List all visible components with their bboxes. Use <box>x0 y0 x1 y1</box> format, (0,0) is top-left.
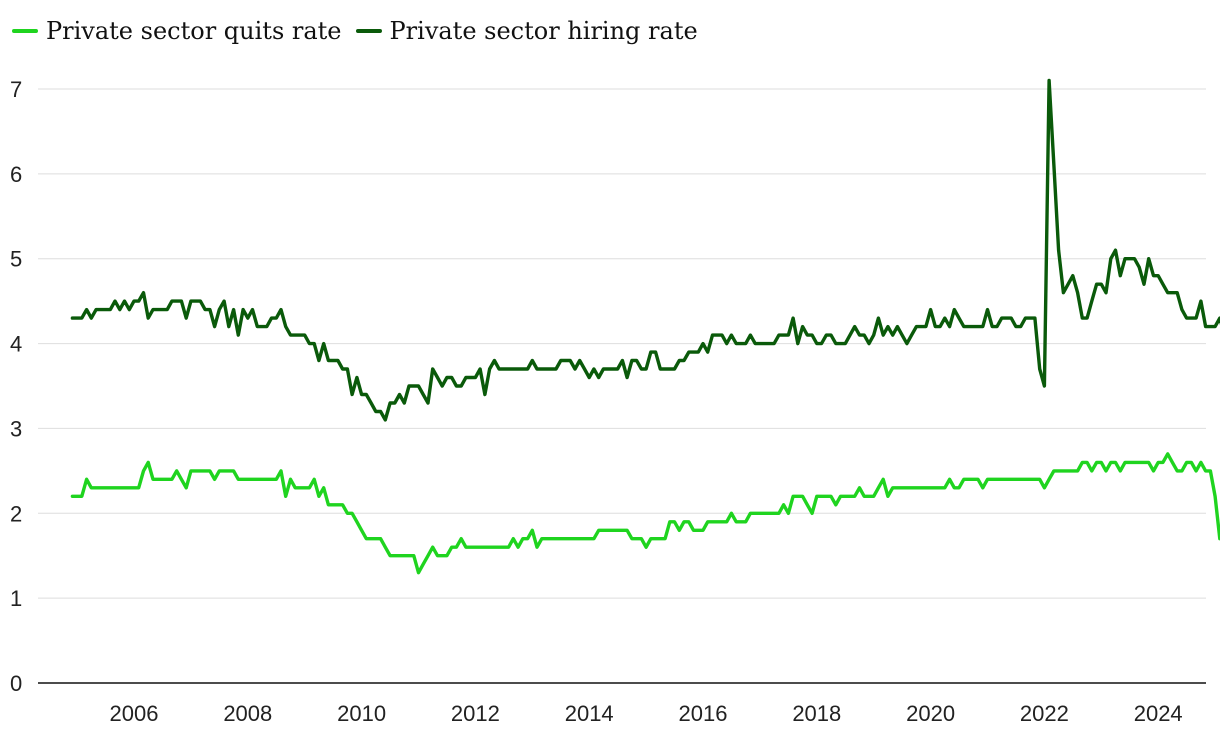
chart-legend: Private sector quits rate Private sector… <box>12 14 698 48</box>
y-axis-ticks: 0 1 2 3 4 5 6 7 <box>10 77 22 696</box>
legend-label-quits: Private sector quits rate <box>46 17 342 45</box>
x-axis-ticks: 2006 2008 2010 2012 2014 2016 2018 2020 2022 2024 <box>110 701 1183 726</box>
y-tick-label: 1 <box>10 586 22 611</box>
y-tick-label: 3 <box>10 416 22 441</box>
series-line-quits-rate <box>70 452 1220 575</box>
legend-swatch-hiring <box>355 29 382 33</box>
x-tick-label: 2014 <box>565 701 614 726</box>
x-tick-label: 2010 <box>337 701 386 726</box>
x-tick-label: 2008 <box>223 701 272 726</box>
legend-label-hiring: Private sector hiring rate <box>389 17 698 45</box>
x-tick-label: 2012 <box>451 701 500 726</box>
legend-item-hiring: Private sector hiring rate <box>355 17 698 45</box>
legend-swatch-quits <box>12 29 38 33</box>
y-tick-label: 2 <box>10 501 22 526</box>
y-tick-label: 4 <box>10 332 22 357</box>
y-tick-label: 6 <box>10 162 22 187</box>
x-tick-label: 2016 <box>679 701 728 726</box>
gridlines <box>38 88 1206 684</box>
series-lines <box>70 78 1220 575</box>
x-tick-label: 2024 <box>1134 701 1183 726</box>
x-tick-label: 2006 <box>110 701 159 726</box>
x-tick-label: 2022 <box>1020 701 1069 726</box>
x-tick-label: 2020 <box>906 701 955 726</box>
y-tick-label: 7 <box>10 77 22 102</box>
x-tick-label: 2018 <box>792 701 841 726</box>
y-tick-label: 0 <box>10 671 22 696</box>
y-tick-label: 5 <box>10 247 22 272</box>
legend-item-quits: Private sector quits rate <box>12 17 342 45</box>
series-line-hiring-rate <box>70 78 1220 422</box>
